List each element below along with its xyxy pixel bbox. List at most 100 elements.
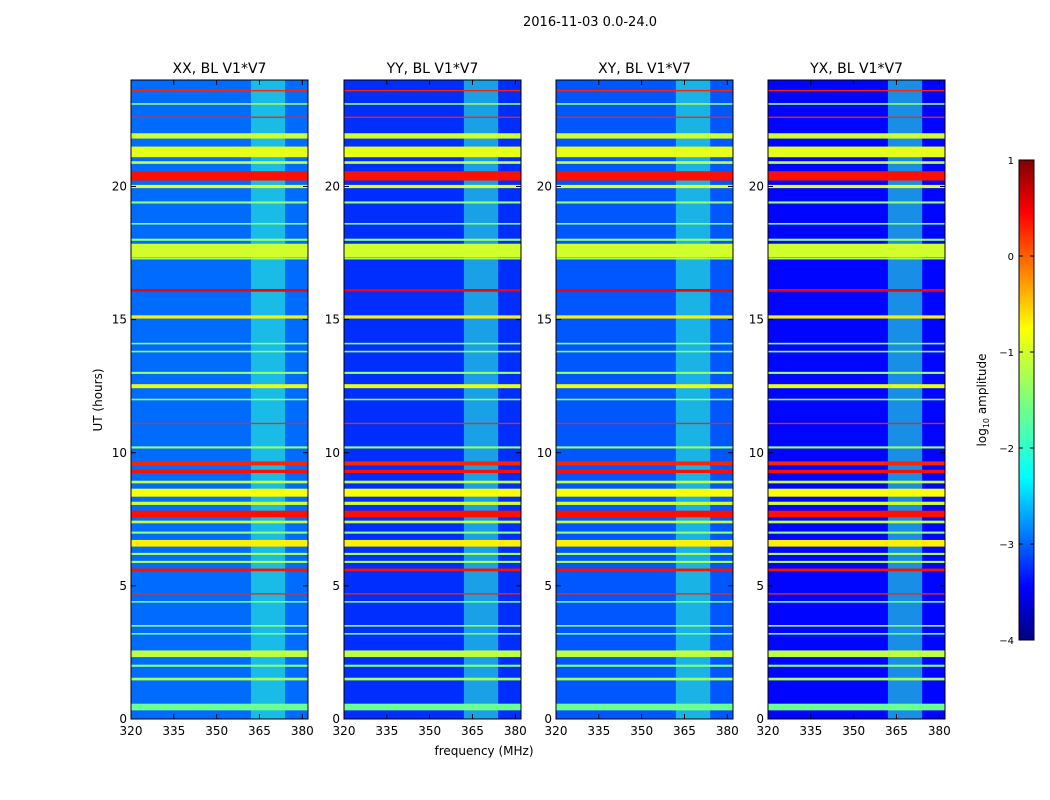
rfi-line	[131, 446, 308, 449]
rfi-line	[768, 342, 945, 345]
colorbar-label: log10 amplitude	[975, 354, 991, 447]
y-tick-label: 0	[119, 712, 127, 726]
colorbar-label-rest: amplitude	[975, 354, 989, 418]
rfi-line	[131, 510, 308, 518]
y-tick-label: 10	[749, 446, 764, 460]
rfi-line	[556, 146, 733, 158]
rfi-line	[556, 350, 733, 353]
panel-2: YY, BL V1*V7 320 335 350 365 380 0 5 10 15 20	[325, 61, 527, 738]
rfi-line	[768, 371, 945, 374]
rfi-line	[768, 184, 945, 189]
rfi-line	[768, 633, 945, 635]
rfi-line	[131, 469, 308, 473]
colorbar-label-sub: 10	[982, 418, 991, 428]
rfi-line	[131, 560, 308, 563]
rfi-line	[556, 315, 733, 319]
rfi-line	[556, 446, 733, 449]
rfi-line	[131, 350, 308, 353]
colorbar-ticks: 1 0 −1 −2 −3 −4	[999, 156, 1034, 647]
x-tick-label: 335	[375, 724, 398, 738]
y-tick-label: 0	[332, 712, 340, 726]
x-tick-label: 380	[928, 724, 951, 738]
colorbar-tick-label: −2	[999, 444, 1014, 455]
panel-title: XX, BL V1*V7	[173, 61, 267, 77]
rfi-line	[768, 257, 945, 260]
panel-title: YY, BL V1*V7	[386, 61, 479, 77]
y-tick-label: 10	[325, 446, 340, 460]
rfi-line	[131, 568, 308, 572]
rfi-line	[344, 398, 521, 401]
rfi-line	[344, 510, 521, 518]
rfi-line	[556, 531, 733, 534]
rfi-line	[768, 552, 945, 555]
rfi-line	[556, 650, 733, 658]
x-tick-label: 320	[545, 724, 568, 738]
rfi-line	[556, 520, 733, 524]
rfi-line	[131, 552, 308, 555]
x-tick-label: 335	[162, 724, 185, 738]
colorbar-tick-label: −3	[999, 540, 1014, 551]
colorbar-label-base: log	[975, 428, 989, 446]
rfi-line	[768, 510, 945, 518]
rfi-line	[131, 238, 308, 241]
rfi-line	[768, 593, 945, 595]
panel-title: XY, BL V1*V7	[598, 61, 691, 77]
rfi-line	[556, 601, 733, 603]
rfi-line	[768, 461, 945, 466]
y-tick-label: 15	[749, 313, 764, 327]
rfi-line	[556, 568, 733, 572]
x-tick-label: 350	[418, 724, 441, 738]
rfi-line	[556, 103, 733, 105]
rfi-line	[768, 116, 945, 118]
x-tick-label: 365	[673, 724, 696, 738]
rfi-line	[556, 703, 733, 711]
rfi-line	[768, 222, 945, 225]
rfi-line	[768, 625, 945, 627]
x-tick-label: 380	[504, 724, 527, 738]
rfi-line	[768, 480, 945, 484]
rfi-line	[344, 315, 521, 319]
rfi-line	[344, 552, 521, 555]
y-tick-label: 5	[119, 579, 127, 593]
rfi-line	[768, 568, 945, 572]
y-tick-label: 5	[756, 579, 764, 593]
x-tick-label: 320	[120, 724, 143, 738]
rfi-line	[768, 289, 945, 292]
rfi-line	[556, 398, 733, 401]
x-tick-label: 350	[630, 724, 653, 738]
rfi-line	[131, 664, 308, 667]
rfi-line	[556, 161, 733, 164]
rfi-line	[556, 552, 733, 555]
rfi-line	[131, 315, 308, 319]
rfi-line	[768, 650, 945, 658]
rfi-line	[768, 446, 945, 449]
rfi-line	[344, 342, 521, 345]
rfi-line	[344, 184, 521, 189]
rfi-line	[768, 531, 945, 534]
rfi-line	[556, 133, 733, 139]
rfi-line	[131, 146, 308, 158]
rfi-line	[131, 89, 308, 92]
rfi-line	[768, 315, 945, 319]
y-tick-label: 20	[749, 180, 764, 194]
colorbar	[1018, 159, 1035, 641]
rfi-line	[344, 488, 521, 497]
rfi-line	[131, 243, 308, 258]
rfi-line	[344, 650, 521, 658]
panel-frame	[343, 79, 522, 720]
panel-frame	[130, 79, 309, 720]
y-tick-label: 15	[325, 313, 340, 327]
y-tick-label: 10	[537, 446, 552, 460]
rfi-line	[344, 633, 521, 635]
rfi-line	[344, 480, 521, 484]
rfi-line	[131, 625, 308, 627]
rfi-line	[131, 480, 308, 484]
rfi-line	[344, 371, 521, 374]
rfi-line	[344, 289, 521, 292]
rfi-line	[768, 677, 945, 681]
rfi-line	[556, 342, 733, 345]
rfi-line	[131, 488, 308, 497]
rfi-line	[768, 703, 945, 711]
x-tick-label: 335	[799, 724, 822, 738]
rfi-line	[344, 539, 521, 547]
